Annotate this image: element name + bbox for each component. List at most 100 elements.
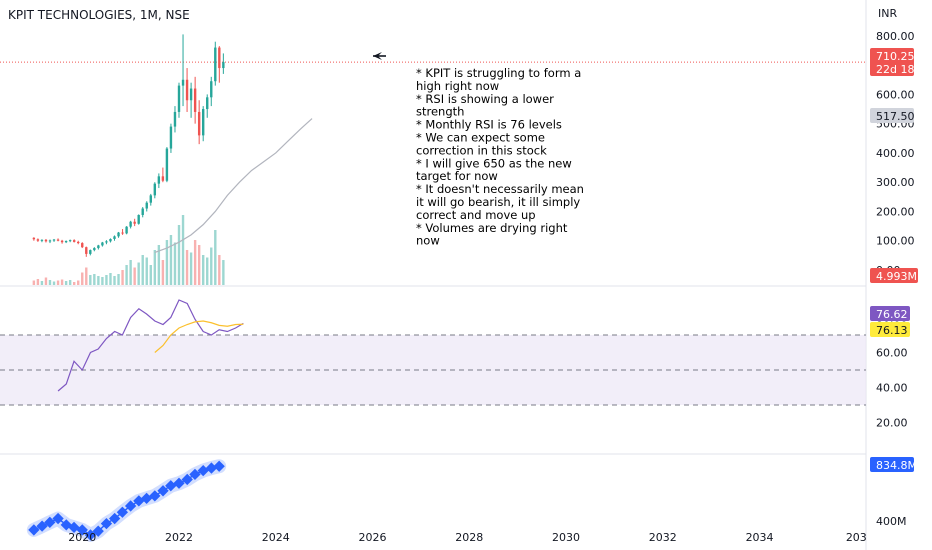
candle-body <box>89 250 92 254</box>
currency-label: INR <box>878 7 897 20</box>
volume-bar <box>210 247 213 285</box>
obv-point <box>52 512 64 525</box>
volume-bar <box>93 274 96 285</box>
obv-point <box>189 468 201 481</box>
volume-bar <box>68 280 72 285</box>
volume-bar <box>173 242 177 285</box>
volume-bars <box>32 215 225 285</box>
volume-bar <box>97 276 100 285</box>
price-tick-label: 600.00 <box>876 88 915 101</box>
volume-bar <box>64 281 68 285</box>
volume-bar <box>189 252 193 285</box>
price-tick-label: 400.00 <box>876 147 915 160</box>
volume-bar <box>44 277 48 285</box>
candle-body <box>185 79 189 101</box>
candle-body <box>189 88 193 101</box>
volume-bar <box>177 225 181 285</box>
volume-bar <box>169 235 173 285</box>
annotation-line: * I will give 650 as the new <box>416 156 572 170</box>
annotation-line: * We can expect some <box>416 131 545 145</box>
annotation-line: * Monthly RSI is 76 levels <box>416 118 562 132</box>
volume-bar <box>72 282 76 285</box>
rsi-tick-label: 60.00 <box>876 347 908 360</box>
volume-bar <box>206 257 209 285</box>
volume-bar <box>201 255 205 285</box>
candle-body <box>105 241 108 243</box>
annotation-line: correction in this stock <box>416 143 547 157</box>
annotation-line: it will go bearish, it ill simply <box>416 195 580 209</box>
annotation-line: target for now <box>416 169 498 183</box>
time-tick-label: 2022 <box>165 531 193 544</box>
candle-body <box>121 232 124 234</box>
candle-body <box>36 239 40 241</box>
time-axis: 2020 2022 2024 2026 2028 2030 2032 2034 203 <box>68 531 867 544</box>
volume-bar <box>56 280 60 285</box>
annotation-line: now <box>416 234 440 248</box>
volume-bar <box>133 267 136 285</box>
volume-bar <box>40 281 44 285</box>
volume-bar <box>193 240 197 285</box>
volume-bar <box>197 245 201 285</box>
rsi-tick-label: 40.00 <box>876 382 908 395</box>
volume-bar <box>149 265 152 285</box>
candle-body <box>60 240 64 243</box>
candle-body <box>173 111 177 127</box>
obv-point <box>149 490 161 502</box>
time-tick-label: 2030 <box>552 531 580 544</box>
annotation-line: * Volumes are drying right <box>416 221 568 235</box>
candle-body <box>32 237 36 240</box>
candle-body <box>72 240 76 242</box>
rsi-value-tag: 76.62 <box>870 306 910 321</box>
annotation-line: * It doesn't necessarily mean <box>416 182 584 196</box>
volume-bar <box>185 250 189 285</box>
candle-body <box>206 97 209 110</box>
volume-bar <box>153 250 157 285</box>
candle-body <box>40 239 44 241</box>
rsi-ma-value-text: 76.13 <box>876 324 908 337</box>
volume-bar <box>101 277 104 285</box>
candle-body <box>52 239 56 241</box>
volume-bar <box>214 230 217 285</box>
volume-bar <box>157 245 161 285</box>
price-tick-label: 200.00 <box>876 205 915 218</box>
ma-value-tag: 517.50 <box>870 108 915 123</box>
obv-value-text: 834.8M <box>876 459 917 472</box>
volume-bar <box>137 262 140 285</box>
volume-bar <box>129 260 132 285</box>
volume-bar <box>77 280 80 285</box>
candle-body <box>181 79 185 86</box>
candle-body <box>165 148 169 181</box>
volume-bar <box>218 255 221 285</box>
candle-body <box>117 232 120 237</box>
obv-point <box>173 477 185 489</box>
candle-body <box>81 243 84 248</box>
last-price-tag: 710.25 22d 18h <box>870 48 921 76</box>
volume-bar <box>141 255 144 285</box>
candle-body <box>113 236 116 239</box>
ma-line <box>154 118 313 254</box>
candle-body <box>157 176 161 184</box>
ma-value-text: 517.50 <box>876 110 915 123</box>
candle-body <box>193 88 197 112</box>
last-price-value: 710.25 <box>876 50 915 63</box>
annotation-line: * RSI is showing a lower <box>416 92 554 106</box>
volume-bar <box>161 260 165 285</box>
obv-tick-label: 400M <box>876 515 907 528</box>
obv-point <box>140 492 153 505</box>
volume-bar <box>89 275 92 285</box>
volume-value-text: 4.993M <box>876 270 917 283</box>
candle-body <box>201 109 205 136</box>
price-tick-label: 100.00 <box>876 235 915 248</box>
candle-body <box>85 247 88 254</box>
time-tick-label: 2034 <box>746 531 774 544</box>
candle-body <box>133 221 136 224</box>
candle-body <box>97 245 100 249</box>
rsi-ma-value-tag: 76.13 <box>870 322 910 337</box>
rsi-value-text: 76.62 <box>876 308 908 321</box>
candle-body <box>137 214 140 224</box>
annotation-line: strength <box>416 105 464 119</box>
time-tick-label: 2032 <box>649 531 677 544</box>
obv-point <box>36 520 48 532</box>
candle-body <box>56 239 60 241</box>
